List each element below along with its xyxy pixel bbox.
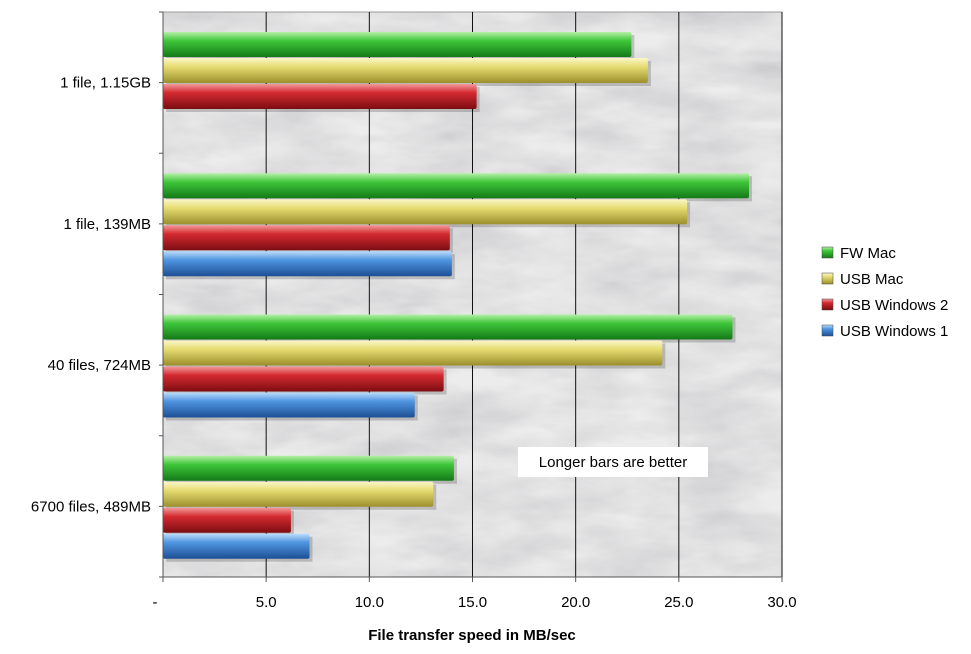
category-label: 40 files, 724MB (48, 357, 151, 374)
bar-usb-windows-1 (163, 392, 415, 418)
legend-label: FW Mac (840, 245, 896, 262)
x-tick-label: 30.0 (767, 594, 796, 611)
x-tick-label: - (153, 594, 158, 611)
annotation-box: Longer bars are better (518, 447, 708, 477)
legend-swatch (821, 324, 834, 337)
x-tick-label: 15.0 (458, 594, 487, 611)
bar-usb-windows-2 (163, 366, 444, 392)
bar-usb-windows-2 (163, 507, 291, 533)
bar-usb-windows-2 (163, 84, 477, 109)
bar-usb-windows-1 (163, 533, 310, 559)
bar-usb-windows-2 (163, 225, 450, 251)
bar-usb-mac (163, 58, 648, 83)
x-axis-title: File transfer speed in MB/sec (368, 627, 576, 644)
x-tick-label: 10.0 (355, 594, 384, 611)
bar-fw-mac (163, 455, 454, 481)
legend-label: USB Windows 2 (840, 297, 948, 314)
category-label: 1 file, 139MB (63, 216, 151, 233)
legend: FW Mac USB Mac USB Windows 2 USB Windows 1 (821, 245, 948, 340)
category-labels: 1 file, 1.15GB 1 file, 139MB 40 files, 724… (31, 75, 151, 516)
legend-label: USB Mac (840, 271, 904, 288)
bars (163, 32, 752, 562)
bar-usb-mac (163, 481, 434, 507)
axes (159, 11, 783, 582)
x-tick-label: 5.0 (256, 594, 277, 611)
legend-swatch (821, 272, 834, 285)
bar-usb-mac (163, 199, 688, 225)
x-tick-label: 25.0 (664, 594, 693, 611)
x-tick-labels: - 5.0 10.0 15.0 20.0 25.0 30.0 (153, 594, 797, 611)
legend-swatch (821, 298, 834, 311)
category-label: 1 file, 1.15GB (60, 75, 151, 92)
bar-usb-mac (163, 340, 663, 366)
legend-swatch (821, 246, 834, 259)
legend-label: USB Windows 1 (840, 323, 948, 340)
annotation-text: Longer bars are better (539, 454, 687, 471)
bar-usb-windows-1 (163, 251, 452, 277)
category-label: 6700 files, 489MB (31, 498, 151, 515)
bar-fw-mac (163, 32, 632, 57)
x-tick-label: 20.0 (561, 594, 590, 611)
bar-fw-mac (163, 173, 749, 199)
bar-fw-mac (163, 314, 733, 340)
